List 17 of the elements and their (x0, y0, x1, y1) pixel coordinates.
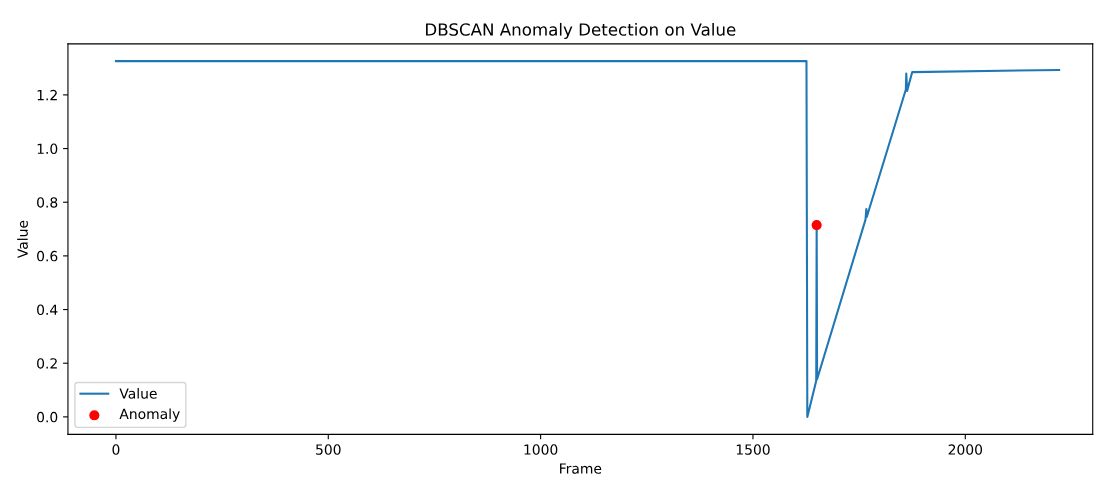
y-tick-label: 0.0 (37, 411, 58, 423)
y-tick-label: 0.4 (37, 304, 58, 316)
x-axis-title: Frame (560, 463, 602, 474)
x-tick-label: 1000 (524, 444, 558, 455)
x-tick-label: 500 (316, 444, 341, 455)
x-tick-label: 0 (112, 444, 120, 455)
y-tick-label: 0.8 (37, 197, 58, 208)
y-tick-label: 0.2 (37, 358, 57, 369)
x-tick-label: 2000 (948, 444, 983, 455)
y-axis-title: Value (17, 220, 28, 259)
legend-label: Value (119, 387, 157, 399)
y-tick-label: 0.6 (37, 250, 58, 262)
y-tick-label: 1.0 (37, 143, 58, 155)
y-tick-label: 1.2 (37, 89, 57, 101)
x-tick-label: 1500 (736, 444, 770, 455)
chart-title: DBSCAN Anomaly Detection on Value (426, 22, 736, 40)
legend-label: Anomaly (119, 408, 180, 422)
